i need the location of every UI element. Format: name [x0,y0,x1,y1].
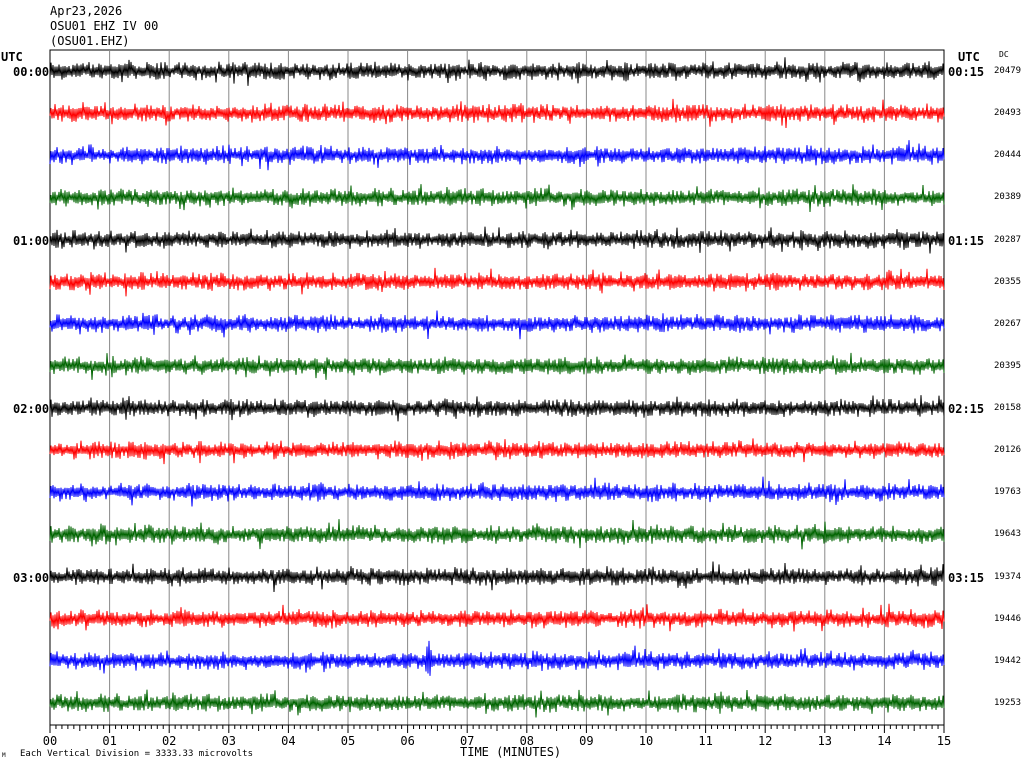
row-left-time-label: 00:00 [13,65,50,79]
x-tick-label: 03 [221,734,237,748]
row-dc-value: 20479 [994,66,1022,76]
traces [49,57,945,718]
row-dc-value: 19763 [994,487,1022,498]
seismic-trace-row-0 [49,57,945,86]
dc-label: DC [999,50,1009,59]
seismic-trace-row-10 [49,476,945,507]
x-tick-label: 06 [400,734,415,748]
row-left-time-label: 03:00 [13,570,50,585]
seismic-trace-row-12 [49,561,945,593]
row-dc-value: 20395 [994,360,1022,371]
row-right-time-label: 03:15 [948,570,985,585]
seismic-trace-row-5 [49,267,945,297]
row-dc-value: 19442 [994,655,1022,666]
footer-scale-note: Each Vertical Division = 3333.33 microvo… [20,749,253,759]
x-tick-label: 01 [102,734,117,748]
seismic-trace-row-1 [49,98,945,129]
x-tick-label: 11 [698,734,713,748]
x-tick-label: 00 [42,734,58,748]
row-right-time-label: 01:15 [948,233,985,248]
x-axis [49,724,945,733]
x-tick-label: 10 [638,734,654,748]
seismic-trace-row-7 [49,352,945,380]
row-dc-value: 19374 [994,571,1022,582]
seismic-trace-row-14 [49,640,945,676]
x-tick-label: 14 [877,734,892,748]
x-tick-label: 13 [817,734,833,748]
seismic-trace-row-2 [49,140,945,171]
x-tick-label: 05 [340,734,356,748]
x-tick-label: 12 [757,734,773,748]
row-dc-value: 20287 [994,234,1022,245]
right-utc-label: UTC [958,50,980,64]
x-axis-label: TIME (MINUTES) [460,745,562,759]
row-dc-value: 19253 [994,697,1022,708]
row-right-time-label: 00:15 [948,65,985,79]
seismic-trace-row-15 [49,689,945,718]
seismic-trace-row-11 [49,519,945,550]
x-tick-label: 08 [519,734,535,748]
seismic-trace-row-3 [49,184,945,213]
row-left-time-label: 01:00 [13,233,50,248]
x-tick-label: 07 [459,734,475,748]
row-dc-value: 20389 [994,192,1022,203]
row-dc-value: 20355 [994,276,1022,287]
seismic-trace-row-9 [49,438,945,465]
x-tick-label: 15 [936,734,952,748]
row-dc-value: 20444 [994,150,1022,161]
row-dc-value: 20267 [994,318,1022,329]
row-dc-value: 20493 [994,108,1022,119]
x-tick-label: 04 [281,734,296,748]
row-right-time-label: 02:15 [948,402,985,417]
row-dc-value: 19446 [994,613,1022,624]
left-utc-label: UTC [1,50,23,64]
seismic-trace-row-13 [49,603,945,632]
row-left-time-label: 02:00 [13,402,50,417]
x-tick-label: 09 [579,734,594,748]
row-dc-value: 20126 [994,445,1022,456]
header-station: OSU01 EHZ IV 00 [50,19,159,33]
corner-mark: M [2,752,6,759]
seismic-trace-row-8 [49,395,945,422]
seismic-trace-row-6 [49,310,945,340]
row-dc-value: 19643 [994,529,1022,540]
x-tick-label: 02 [161,734,177,748]
header-date: Apr23,2026 [50,4,123,18]
seismic-trace-row-4 [49,226,945,254]
row-dc-value: 20158 [994,403,1022,414]
header-channel: (OSU01.EHZ) [50,34,130,48]
